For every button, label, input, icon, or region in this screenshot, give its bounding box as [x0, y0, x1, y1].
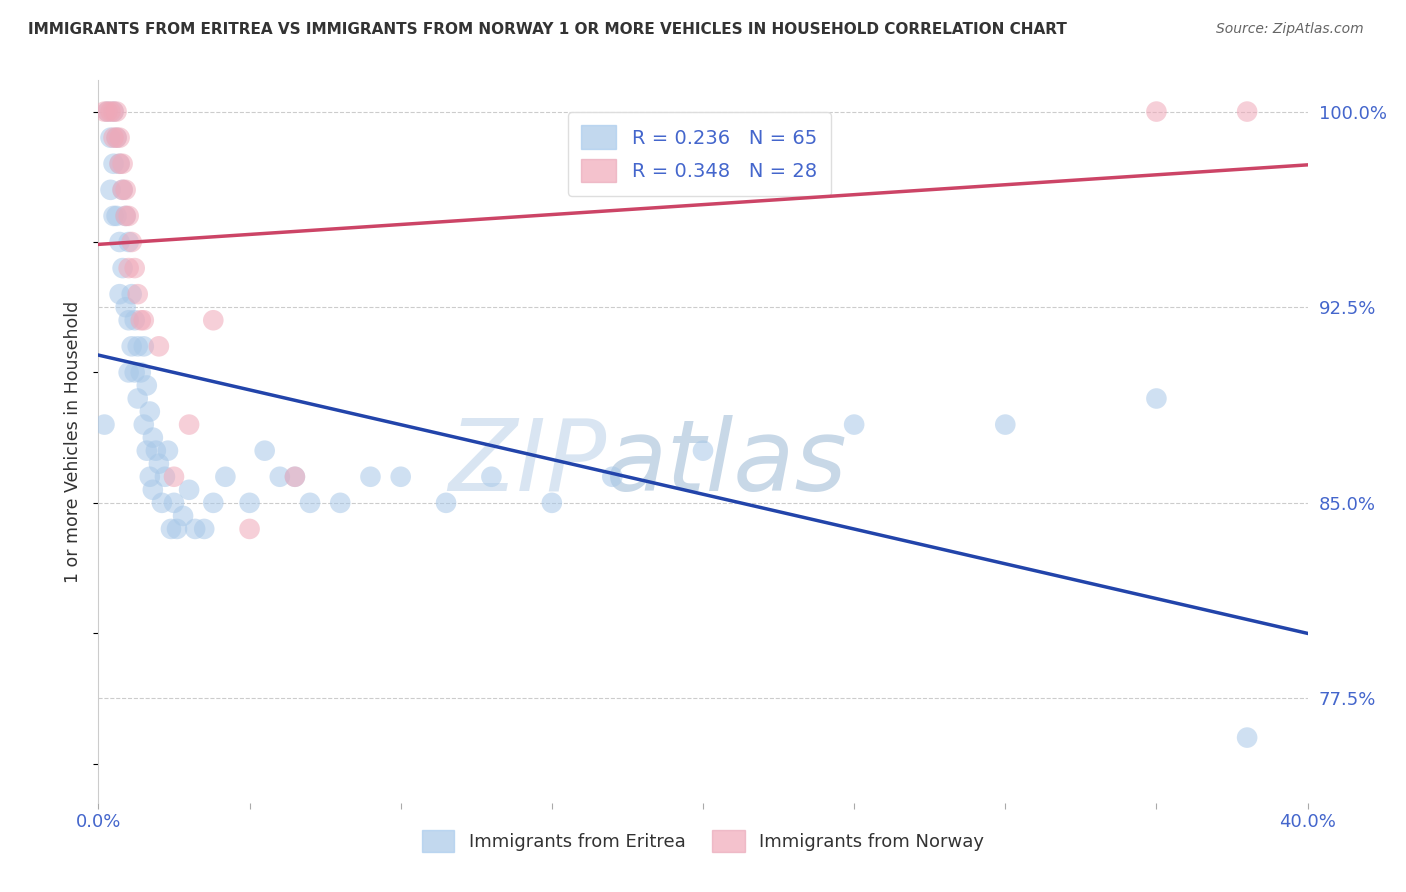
Point: [124, 313, 146, 327]
Point: [118, 209, 141, 223]
Point: [108, 157, 131, 171]
Point: [96, 104, 118, 119]
Point: [100, 130, 122, 145]
Text: Source: ZipAtlas.com: Source: ZipAtlas.com: [1216, 22, 1364, 37]
Point: [124, 261, 146, 276]
Point: [111, 183, 134, 197]
Point: [434, 496, 457, 510]
Point: [129, 366, 152, 380]
Text: atlas: atlas: [606, 415, 848, 512]
Point: [103, 130, 125, 145]
Point: [124, 366, 146, 380]
Point: [121, 235, 143, 249]
Point: [132, 313, 155, 327]
Point: [129, 313, 152, 327]
Point: [108, 157, 131, 171]
Point: [118, 366, 141, 380]
Point: [118, 313, 141, 327]
Point: [114, 209, 136, 223]
Point: [166, 522, 188, 536]
Point: [100, 183, 122, 197]
Point: [142, 483, 165, 497]
Point: [1236, 731, 1258, 745]
Point: [156, 443, 179, 458]
Point: [329, 496, 352, 510]
Point: [105, 104, 128, 119]
Point: [121, 287, 143, 301]
Point: [284, 469, 307, 483]
Point: [994, 417, 1017, 432]
Point: [299, 496, 322, 510]
Point: [179, 483, 201, 497]
Point: [179, 417, 201, 432]
Point: [105, 130, 128, 145]
Point: [692, 443, 714, 458]
Point: [284, 469, 307, 483]
Point: [127, 339, 149, 353]
Point: [145, 443, 167, 458]
Point: [163, 469, 186, 483]
Legend: Immigrants from Eritrea, Immigrants from Norway: Immigrants from Eritrea, Immigrants from…: [415, 822, 991, 859]
Point: [114, 209, 136, 223]
Point: [239, 496, 262, 510]
Point: [135, 378, 157, 392]
Point: [108, 235, 131, 249]
Point: [103, 209, 125, 223]
Point: [114, 183, 136, 197]
Point: [111, 157, 134, 171]
Point: [214, 469, 236, 483]
Point: [1236, 104, 1258, 119]
Point: [481, 469, 503, 483]
Point: [103, 157, 125, 171]
Point: [118, 235, 141, 249]
Y-axis label: 1 or more Vehicles in Household: 1 or more Vehicles in Household: [65, 301, 83, 582]
Point: [132, 417, 155, 432]
Point: [105, 209, 128, 223]
Point: [108, 130, 131, 145]
Point: [135, 443, 157, 458]
Point: [1144, 392, 1167, 406]
Point: [111, 261, 134, 276]
Point: [389, 469, 412, 483]
Point: [844, 417, 866, 432]
Point: [100, 104, 122, 119]
Point: [148, 457, 170, 471]
Point: [111, 183, 134, 197]
Point: [114, 300, 136, 314]
Point: [142, 431, 165, 445]
Point: [121, 339, 143, 353]
Point: [602, 469, 624, 483]
Point: [103, 104, 125, 119]
Point: [96, 104, 118, 119]
Point: [150, 496, 173, 510]
Point: [269, 469, 291, 483]
Point: [93, 104, 115, 119]
Point: [540, 496, 562, 510]
Point: [202, 496, 225, 510]
Point: [139, 469, 162, 483]
Point: [153, 469, 176, 483]
Point: [1144, 104, 1167, 119]
Point: [108, 287, 131, 301]
Point: [118, 261, 141, 276]
Point: [202, 313, 225, 327]
Point: [193, 522, 215, 536]
Point: [160, 522, 183, 536]
Text: ZIP: ZIP: [449, 415, 606, 512]
Point: [148, 339, 170, 353]
Point: [127, 392, 149, 406]
Point: [184, 522, 207, 536]
Point: [103, 104, 125, 119]
Point: [139, 404, 162, 418]
Point: [105, 130, 128, 145]
Point: [163, 496, 186, 510]
Point: [93, 417, 115, 432]
Point: [127, 287, 149, 301]
Point: [239, 522, 262, 536]
Point: [360, 469, 382, 483]
Point: [253, 443, 276, 458]
Point: [172, 508, 194, 523]
Point: [132, 339, 155, 353]
Text: IMMIGRANTS FROM ERITREA VS IMMIGRANTS FROM NORWAY 1 OR MORE VEHICLES IN HOUSEHOL: IMMIGRANTS FROM ERITREA VS IMMIGRANTS FR…: [28, 22, 1067, 37]
